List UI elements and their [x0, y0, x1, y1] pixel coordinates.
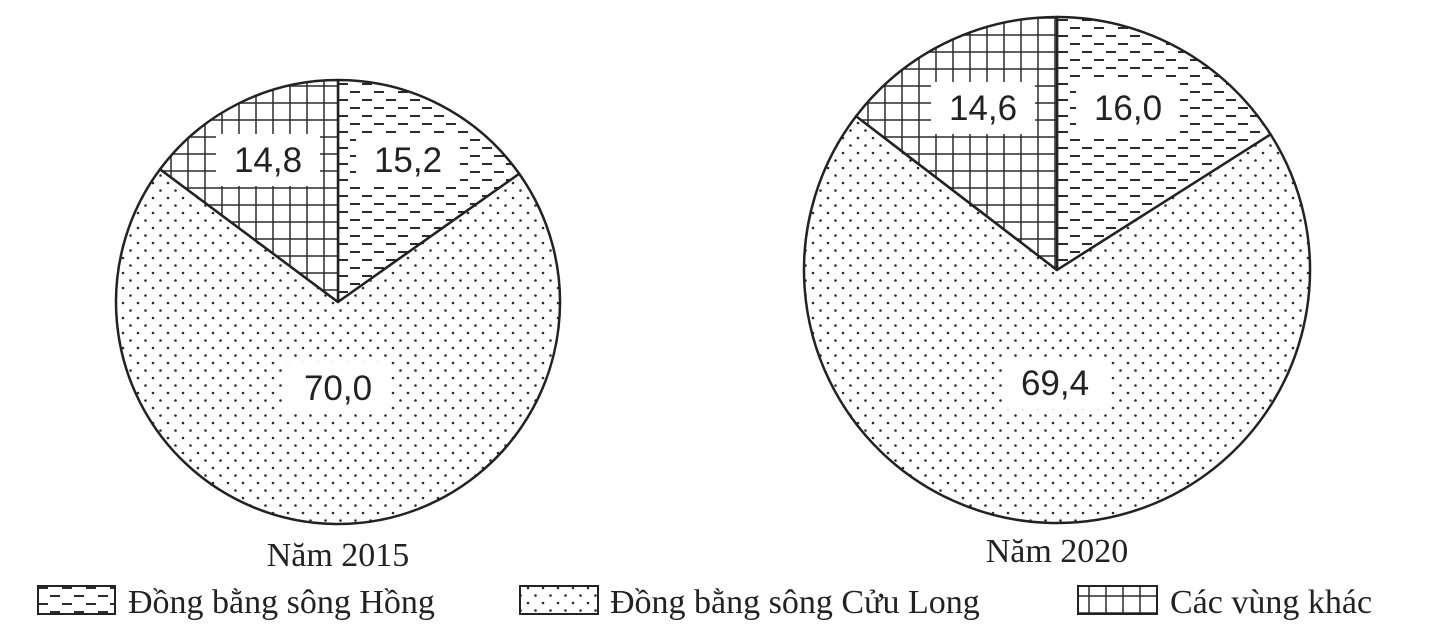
pie-2020-value-label-cac-vung-khac: 14,6	[949, 89, 1017, 128]
pie-2015: 15,2 70,0 14,8	[114, 78, 562, 526]
legend-swatch-dots	[519, 585, 599, 615]
pie-2020: 16,0 69,4 14,6	[802, 15, 1312, 525]
pie-2015-value-label-dong-bang-song-hong: 15,2	[374, 141, 442, 180]
pie-2020-slice-dong-bang-song-cuu-long	[802, 114, 1312, 525]
legend-item-dong-bang-song-hong: Đồng bằng sông Hồng	[37, 584, 435, 621]
pie-2020-title: Năm 2020	[986, 533, 1129, 570]
pie-2015-slice-dong-bang-song-cuu-long	[114, 168, 562, 526]
legend-swatch-grid	[1077, 585, 1158, 615]
pie-2015-label-bg-dong-bang-song-hong	[356, 134, 460, 186]
pie-2020-value-label-dong-bang-song-cuu-long: 69,4	[1021, 364, 1089, 403]
legend-label-cac-vung-khac: Các vùng khác	[1170, 584, 1372, 621]
pie-2020-label-bg-cac-vung-khac	[931, 82, 1035, 134]
pie-2015-value-label-dong-bang-song-cuu-long: 70,0	[304, 369, 372, 408]
legend-swatch-dashes	[37, 585, 116, 615]
pie-2020-value-label-dong-bang-song-hong: 16,0	[1094, 89, 1162, 128]
legend-item-cac-vung-khac: Các vùng khác	[1077, 584, 1372, 621]
pie-2020-label-bg-dong-bang-song-hong	[1076, 82, 1180, 134]
legend-label-dong-bang-song-hong: Đồng bằng sông Hồng	[128, 584, 435, 621]
pie-2020-label-bg-dong-bang-song-cuu-long	[1003, 357, 1107, 409]
legend: Đồng bằng sông Hồng Đồng bằng sông Cửu L…	[37, 584, 1372, 621]
pie-2015-value-label-cac-vung-khac: 14,8	[234, 141, 302, 180]
legend-label-dong-bang-song-cuu-long: Đồng bằng sông Cửu Long	[610, 584, 980, 621]
pie-2015-label-bg-cac-vung-khac	[216, 134, 320, 186]
pie-2020-slice-cac-vung-khac	[854, 15, 1059, 272]
pie-2015-label-bg-dong-bang-song-cuu-long	[286, 362, 390, 414]
legend-item-dong-bang-song-cuu-long: Đồng bằng sông Cửu Long	[519, 584, 980, 621]
pie-2020-slice-dong-bang-song-hong	[1055, 15, 1272, 272]
pie-2015-title: Năm 2015	[267, 537, 410, 574]
